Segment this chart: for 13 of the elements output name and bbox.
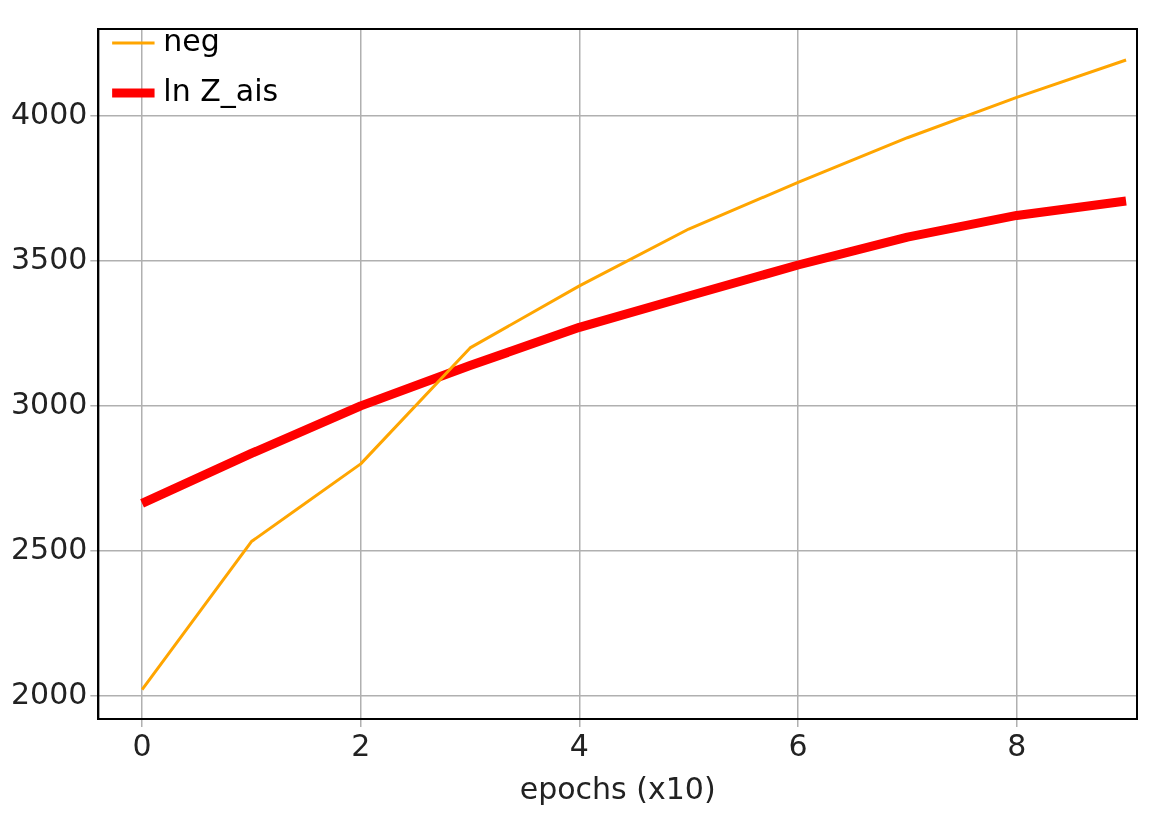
y-tick-label: 4000 — [10, 95, 88, 131]
x-tick-label: 6 — [788, 727, 808, 763]
y-tick-label: 2500 — [10, 530, 88, 566]
y-tick-label: 3500 — [10, 240, 88, 276]
legend-label: neg — [163, 22, 220, 58]
legend-label: ln Z_ais — [163, 72, 279, 108]
x-tick-label: 4 — [569, 727, 589, 763]
x-tick-label: 2 — [351, 727, 371, 763]
x-tick-label: 0 — [132, 727, 152, 763]
x-axis-title: epochs (x10) — [519, 770, 716, 806]
y-tick-label: 3000 — [10, 385, 88, 421]
x-tick-label: 8 — [1007, 727, 1027, 763]
y-tick-label: 2000 — [10, 675, 88, 711]
